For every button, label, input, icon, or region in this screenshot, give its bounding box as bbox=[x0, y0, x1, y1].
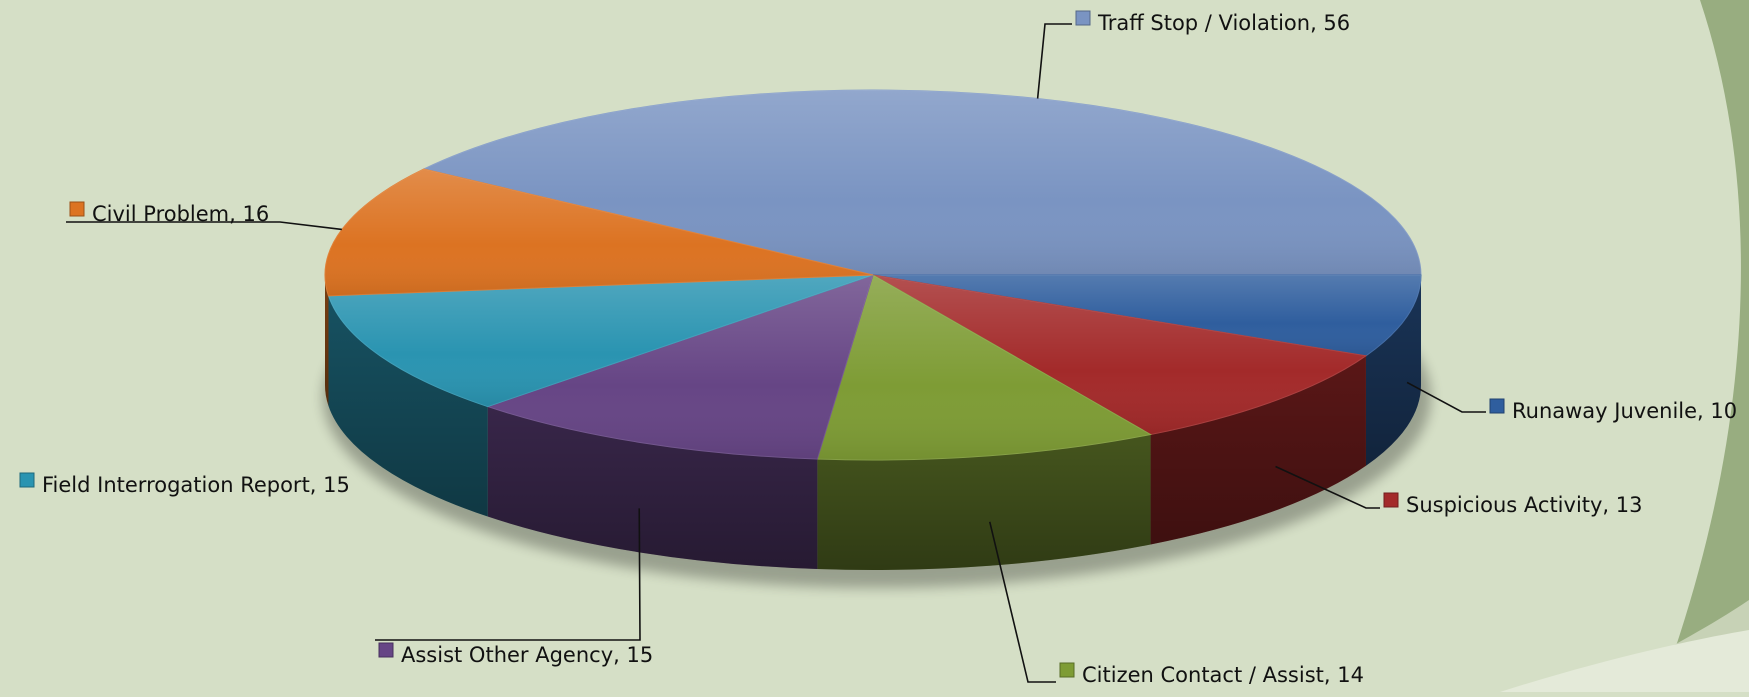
data-label: Citizen Contact / Assist, 14 bbox=[1082, 663, 1364, 687]
label-key-swatch bbox=[70, 202, 84, 216]
data-label-group: Traff Stop / Violation, 56 bbox=[1038, 11, 1351, 99]
data-label: Civil Problem, 16 bbox=[92, 202, 269, 226]
data-label: Field Interrogation Report, 15 bbox=[42, 473, 350, 497]
data-label-group: Runaway Juvenile, 10 bbox=[1407, 382, 1737, 423]
label-key-swatch bbox=[1076, 11, 1090, 25]
data-label: Suspicious Activity, 13 bbox=[1406, 493, 1643, 517]
leader-line bbox=[1038, 24, 1072, 99]
accent-band bbox=[1660, 0, 1749, 692]
label-key-swatch bbox=[20, 473, 34, 487]
data-label: Assist Other Agency, 15 bbox=[401, 643, 653, 667]
label-key-swatch bbox=[1490, 399, 1504, 413]
accent-highlight bbox=[1500, 630, 1749, 692]
data-label-group: Field Interrogation Report, 15 bbox=[20, 473, 350, 497]
label-key-swatch bbox=[379, 643, 393, 657]
pie-layer bbox=[323, 90, 1431, 588]
data-label-group: Civil Problem, 16 bbox=[66, 202, 342, 229]
background-decoration bbox=[1500, 0, 1749, 692]
data-label: Runaway Juvenile, 10 bbox=[1512, 399, 1737, 423]
label-key-swatch bbox=[1060, 663, 1074, 677]
label-key-swatch bbox=[1384, 493, 1398, 507]
data-label: Traff Stop / Violation, 56 bbox=[1097, 11, 1350, 35]
